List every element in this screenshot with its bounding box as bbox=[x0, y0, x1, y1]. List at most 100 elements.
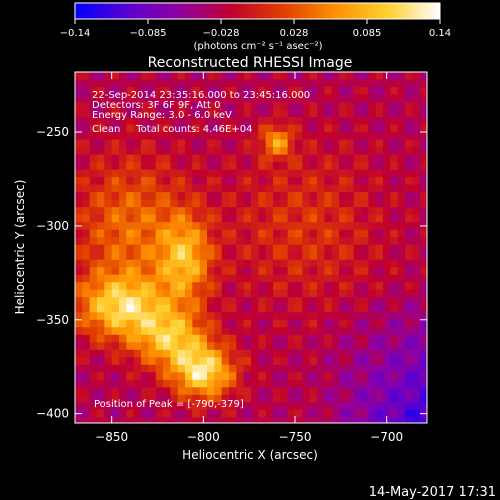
heatmap-cell bbox=[258, 282, 267, 291]
heatmap-cell bbox=[82, 192, 91, 201]
heatmap-cell bbox=[177, 154, 186, 163]
heatmap-cell bbox=[214, 192, 223, 201]
heatmap-cell bbox=[265, 117, 274, 126]
heatmap-cell bbox=[148, 387, 157, 396]
heatmap-cell bbox=[119, 147, 127, 156]
heatmap-cell bbox=[390, 237, 399, 246]
heatmap-cell bbox=[229, 162, 237, 171]
heatmap-cell bbox=[185, 244, 193, 253]
heatmap-cell bbox=[331, 312, 340, 321]
heatmap-cell bbox=[302, 364, 311, 373]
heatmap-cell bbox=[265, 72, 274, 81]
heatmap-cell bbox=[251, 357, 259, 366]
heatmap-cell bbox=[368, 297, 377, 306]
heatmap-cell bbox=[126, 154, 135, 163]
heatmap-cell bbox=[324, 94, 333, 103]
heatmap-cell bbox=[353, 109, 362, 118]
heatmap-cell bbox=[133, 139, 142, 148]
heatmap-cell bbox=[97, 102, 105, 111]
heatmap-cell bbox=[243, 184, 252, 193]
heatmap-cell bbox=[353, 72, 362, 81]
heatmap-cell bbox=[412, 357, 421, 366]
heatmap-cell bbox=[236, 192, 245, 201]
heatmap-cell bbox=[258, 259, 267, 268]
heatmap-cell bbox=[361, 207, 369, 216]
heatmap-cell bbox=[375, 124, 384, 133]
heatmap-cell bbox=[111, 222, 120, 231]
heatmap-cell bbox=[287, 184, 296, 193]
heatmap-cell bbox=[82, 372, 91, 381]
heatmap-cell bbox=[82, 319, 91, 328]
heatmap-cell bbox=[192, 154, 201, 163]
heatmap-cell bbox=[185, 327, 193, 336]
heatmap-cell bbox=[155, 244, 164, 253]
heatmap-cell bbox=[89, 409, 98, 418]
heatmap-cell bbox=[82, 357, 91, 366]
heatmap-cell bbox=[273, 237, 281, 246]
heatmap-cell bbox=[163, 117, 171, 126]
heatmap-cell bbox=[221, 154, 230, 163]
heatmap-cell bbox=[243, 177, 252, 186]
heatmap-cell bbox=[405, 132, 413, 141]
heatmap-cell bbox=[155, 282, 164, 291]
heatmap-cell bbox=[346, 379, 355, 388]
heatmap-cell bbox=[111, 87, 120, 96]
heatmap-cell bbox=[405, 342, 413, 351]
heatmap-cell bbox=[302, 214, 311, 223]
heatmap-cell bbox=[302, 72, 311, 81]
heatmap-cell bbox=[251, 124, 259, 133]
heatmap-cell bbox=[280, 207, 289, 216]
heatmap-cell bbox=[148, 154, 157, 163]
heatmap-cell bbox=[295, 312, 303, 321]
heatmap-cell bbox=[221, 372, 230, 381]
heatmap-cell bbox=[383, 214, 391, 223]
heatmap-cell bbox=[287, 192, 296, 201]
heatmap-cell bbox=[280, 117, 289, 126]
heatmap-cell bbox=[265, 214, 274, 223]
heatmap-cell bbox=[331, 109, 340, 118]
heatmap-cell bbox=[331, 162, 340, 171]
heatmap-cell bbox=[104, 192, 113, 201]
heatmap-cell bbox=[214, 117, 223, 126]
heatmap-cell bbox=[353, 192, 362, 201]
heatmap-cell bbox=[141, 402, 149, 411]
heatmap-cell bbox=[104, 282, 113, 291]
heatmap-cell bbox=[258, 379, 267, 388]
heatmap-cell bbox=[273, 117, 281, 126]
heatmap-cell bbox=[104, 342, 113, 351]
heatmap-cell bbox=[331, 387, 340, 396]
heatmap-cell bbox=[251, 319, 259, 328]
heatmap-cell bbox=[317, 357, 325, 366]
heatmap-cell bbox=[89, 94, 98, 103]
heatmap-cell bbox=[405, 229, 413, 238]
heatmap-cell bbox=[89, 379, 98, 388]
heatmap-cell bbox=[412, 162, 421, 171]
heatmap-cell bbox=[390, 102, 399, 111]
heatmap-cell bbox=[192, 214, 201, 223]
heatmap-cell bbox=[214, 207, 223, 216]
heatmap-cell bbox=[287, 237, 296, 246]
heatmap-cell bbox=[265, 102, 274, 111]
heatmap-cell bbox=[170, 342, 179, 351]
heatmap-cell bbox=[148, 139, 157, 148]
heatmap-cell bbox=[192, 199, 201, 208]
heatmap-cell bbox=[185, 372, 193, 381]
heatmap-cell bbox=[295, 222, 303, 231]
heatmap-cell bbox=[119, 334, 127, 343]
heatmap-cell bbox=[273, 132, 281, 141]
heatmap-cell bbox=[243, 342, 252, 351]
heatmap-cell bbox=[97, 147, 105, 156]
heatmap-cell bbox=[383, 124, 391, 133]
heatmap-cell bbox=[89, 259, 98, 268]
heatmap-cell bbox=[353, 244, 362, 253]
heatmap-cell bbox=[243, 417, 252, 423]
heatmap-cell bbox=[331, 274, 340, 283]
heatmap-cell bbox=[214, 379, 223, 388]
heatmap-cell bbox=[295, 214, 303, 223]
heatmap-cell bbox=[375, 327, 384, 336]
heatmap-cell bbox=[155, 274, 164, 283]
heatmap-cell bbox=[155, 394, 164, 403]
heatmap-cell bbox=[280, 222, 289, 231]
heatmap-cell bbox=[368, 192, 377, 201]
heatmap-cell bbox=[133, 109, 142, 118]
